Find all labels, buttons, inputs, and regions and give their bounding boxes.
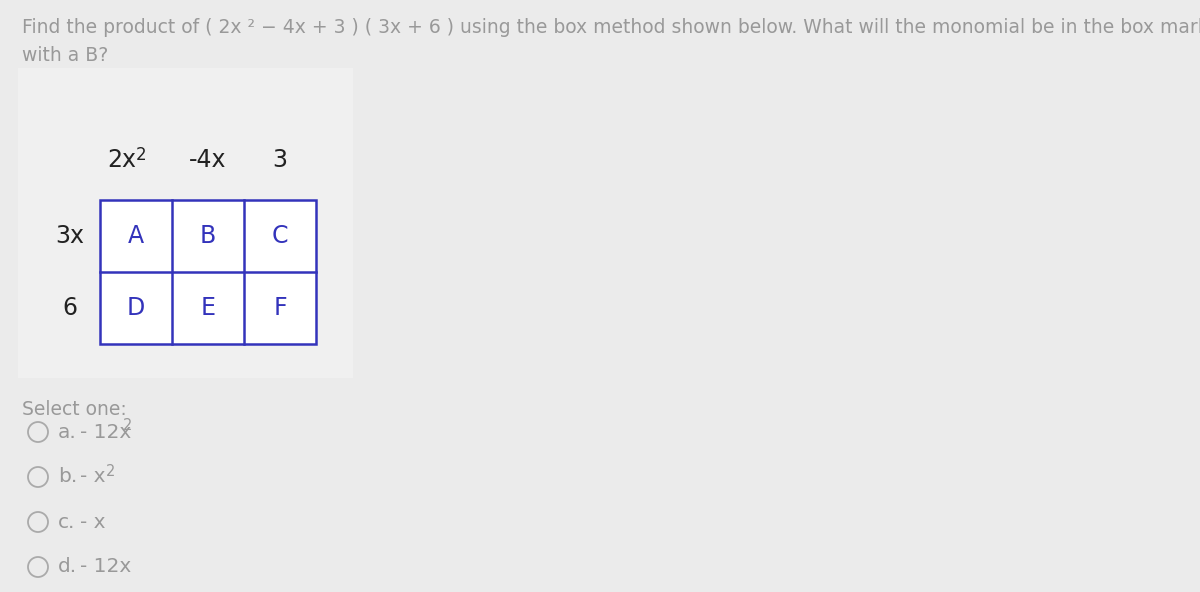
Text: - x: - x (80, 513, 106, 532)
Text: 6: 6 (62, 296, 78, 320)
Bar (100, 200, 316, 344)
Text: d.: d. (58, 558, 77, 577)
Text: B: B (200, 224, 216, 248)
Circle shape (28, 557, 48, 577)
Text: - 12x: - 12x (80, 558, 131, 577)
Circle shape (28, 467, 48, 487)
Text: with a B?: with a B? (22, 46, 108, 65)
Text: 2: 2 (136, 146, 146, 164)
Text: a.: a. (58, 423, 77, 442)
Text: Select one:: Select one: (22, 400, 127, 419)
Text: 3: 3 (272, 148, 288, 172)
Text: c.: c. (58, 513, 76, 532)
Text: 3x: 3x (55, 224, 84, 248)
Circle shape (28, 422, 48, 442)
Text: b.: b. (58, 468, 77, 487)
Text: F: F (274, 296, 287, 320)
Text: -4x: -4x (190, 148, 227, 172)
Text: - x: - x (80, 468, 106, 487)
Bar (18, 68, 353, 378)
Text: D: D (127, 296, 145, 320)
Text: E: E (200, 296, 216, 320)
Text: Find the product of ( 2x ² − 4x + 3 ) ( 3x + 6 ) using the box method shown belo: Find the product of ( 2x ² − 4x + 3 ) ( … (22, 18, 1200, 37)
Text: A: A (128, 224, 144, 248)
Text: 2: 2 (122, 419, 132, 433)
Text: C: C (271, 224, 288, 248)
Text: - 12x: - 12x (80, 423, 131, 442)
Circle shape (28, 512, 48, 532)
Text: 2: 2 (106, 464, 115, 478)
Text: 2x: 2x (107, 148, 136, 172)
